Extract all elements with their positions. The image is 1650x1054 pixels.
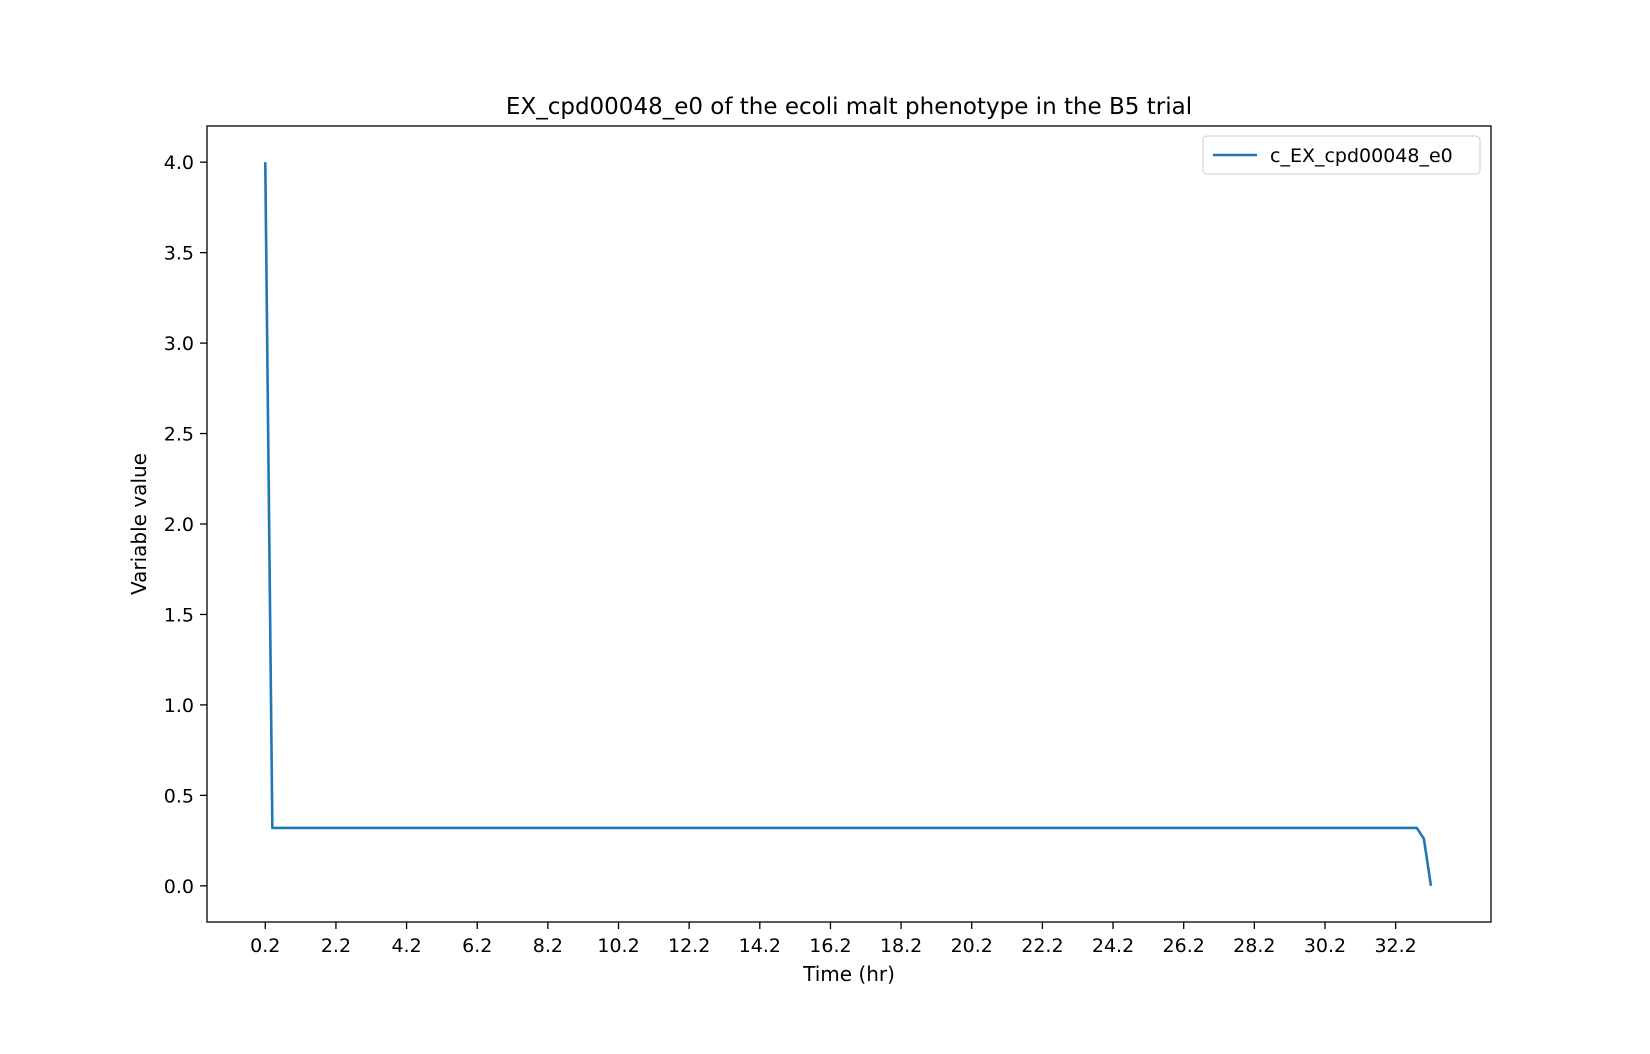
x-tick-label: 20.2 xyxy=(951,935,993,957)
plot-frame xyxy=(206,125,1492,923)
y-tick-label: 0.5 xyxy=(164,785,194,807)
legend-box xyxy=(1202,135,1481,175)
x-tick-label: 14.2 xyxy=(739,935,781,957)
y-axis-title: Variable value xyxy=(127,453,151,595)
x-tick-label: 22.2 xyxy=(1021,935,1063,957)
x-tick-label: 0.2 xyxy=(250,935,280,957)
x-tick-label: 4.2 xyxy=(391,935,421,957)
y-tick-label: 4.0 xyxy=(164,152,194,174)
y-tick-label: 2.5 xyxy=(164,424,194,446)
x-axis: 0.2 2.2 4.2 6.2 8.2 10.2 12.2 14.2 16.2 18.2 20.2 2… xyxy=(250,922,1417,957)
x-tick-label: 12.2 xyxy=(668,935,710,957)
x-tick-label: 8.2 xyxy=(533,935,563,957)
y-tick-label: 1.0 xyxy=(164,695,194,717)
x-tick-label: 2.2 xyxy=(321,935,351,957)
y-axis: 0.0 0.5 1.0 1.5 2.0 2.5 3.0 3.5 4.0 xyxy=(164,152,207,898)
x-tick-label: 6.2 xyxy=(462,935,492,957)
x-tick-label: 28.2 xyxy=(1233,935,1275,957)
plot-area xyxy=(206,125,1492,923)
chart-title: EX_cpd00048_e0 of the ecoli malt phenoty… xyxy=(506,94,1192,120)
series-layer xyxy=(263,162,1433,887)
x-tick-label: 26.2 xyxy=(1163,935,1205,957)
y-tick-label: 2.0 xyxy=(164,514,194,536)
legend-label: c_EX_cpd00048_e0 xyxy=(1270,145,1453,167)
x-tick-label: 16.2 xyxy=(809,935,851,957)
y-tick-label: 3.0 xyxy=(164,333,194,355)
y-tick-label: 3.5 xyxy=(164,243,194,265)
y-tick-label: 0.0 xyxy=(164,876,194,898)
x-tick-label: 24.2 xyxy=(1092,935,1134,957)
x-tick-label: 30.2 xyxy=(1304,935,1346,957)
x-tick-label: 18.2 xyxy=(880,935,922,957)
x-axis-title: Time (hr) xyxy=(802,962,895,986)
x-tick-label: 10.2 xyxy=(597,935,639,957)
legend: c_EX_cpd00048_e0 xyxy=(1202,135,1481,175)
series-line-0 xyxy=(263,162,1433,887)
x-tick-label: 32.2 xyxy=(1374,935,1416,957)
y-tick-label: 1.5 xyxy=(164,604,194,626)
